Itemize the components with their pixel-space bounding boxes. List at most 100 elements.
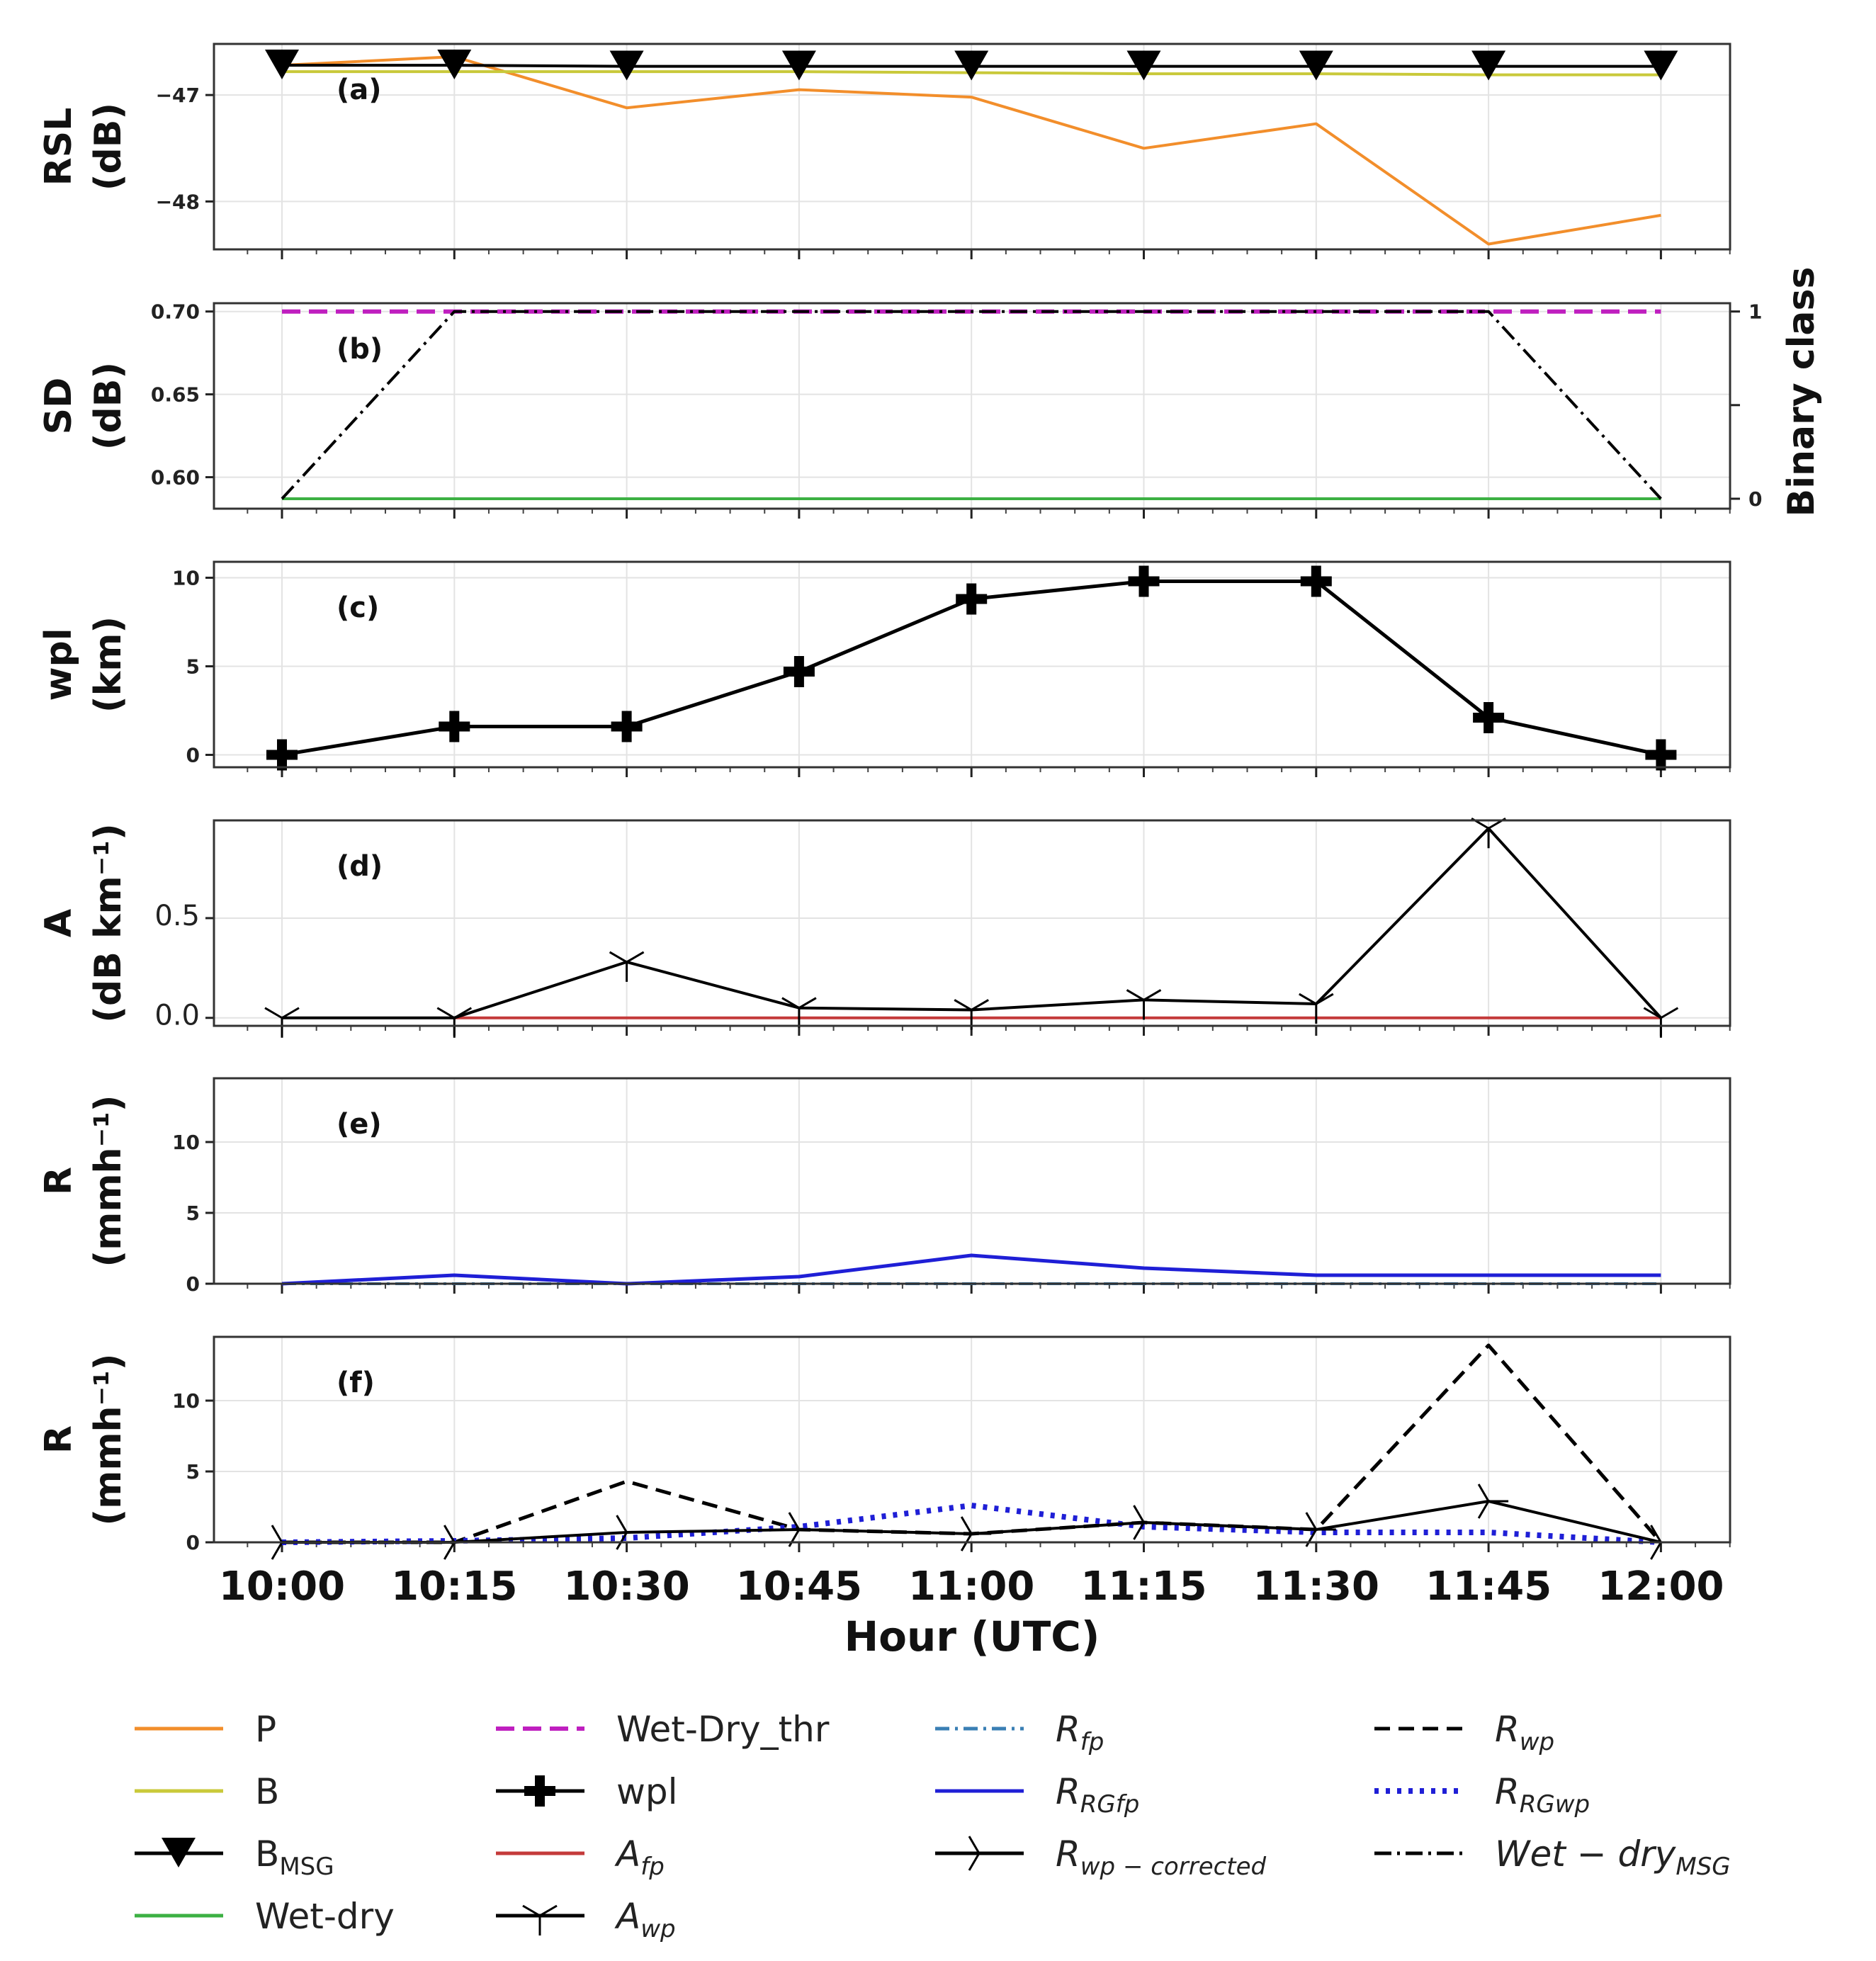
x-tick-label: 11:30 (1253, 1564, 1379, 1610)
y-axis-label: RSL (38, 108, 80, 186)
legend-label-R_wp_corrected: Rwp − corrected (1056, 1833, 1267, 1881)
y-tick-label: 0.5 (154, 900, 200, 932)
panel-e: 10 5 0 (e) R (mmh⁻¹) (38, 1077, 1731, 1296)
legend-label-Wet-dry: Wet-dry (255, 1896, 395, 1937)
x-tick-label: 12:00 (1598, 1564, 1724, 1610)
legend-label-B_MSG: BMSG (255, 1833, 334, 1881)
data-point-wpl (1473, 702, 1505, 733)
series-line-R_RGfp (281, 1253, 1661, 1286)
plot-frame (213, 560, 1731, 769)
y-axis-unit-label: (dB) (87, 362, 130, 450)
panel-label: (a) (337, 74, 382, 106)
data-point-B_MSG (954, 50, 989, 81)
y-axis-label: wpl (38, 628, 80, 701)
data-point-wpl (1645, 739, 1677, 771)
legend-label-R_RGwp: RRGwp (1495, 1771, 1590, 1819)
data-point-wpl (266, 739, 298, 771)
panel-label: (c) (337, 592, 379, 624)
y-axis-label: R (38, 1425, 80, 1454)
data-point-R_wp_corrected (1477, 1484, 1509, 1519)
data-point-A_wp (1126, 989, 1162, 1020)
x-tick-label: 11:15 (1080, 1564, 1207, 1610)
data-point-wpl (611, 711, 643, 742)
data-point-wpl (783, 656, 815, 687)
panel-label: (e) (337, 1108, 382, 1141)
plot-frame (213, 1335, 1731, 1544)
y-tick-label: 0 (186, 1531, 200, 1554)
y-tick-label: 5 (186, 1460, 200, 1484)
y-tick-label: 10 (172, 567, 200, 590)
panel-label: (d) (337, 850, 383, 883)
panel-c: 10 5 0 (c) wpl (km) (38, 560, 1731, 777)
y-tick-label: −48 (156, 190, 200, 213)
x-axis-label: Hour (UTC) (844, 1612, 1100, 1661)
data-point-A_wp (609, 951, 645, 982)
panel-d: 0.5 0.0 (d) A (dB km⁻¹) (38, 817, 1731, 1038)
series-line-P (281, 55, 1661, 246)
y-axis-unit-label: (dB) (87, 103, 130, 191)
panel-b: 0.70 0.65 0.60 1 0 Binary class (b) SD (dB) (38, 267, 1823, 519)
y-tick-label: 0 (186, 1272, 200, 1296)
plot-frame (213, 302, 1731, 510)
y-tick-label: 0.0 (154, 1000, 200, 1032)
legend-marker-wpl (524, 1775, 555, 1807)
data-point-wpl (439, 711, 470, 742)
panel-f: 10 5 0 (f) R (mmh⁻¹) (38, 1335, 1731, 1560)
x-tick-label: 10:45 (736, 1564, 862, 1610)
legend-label-A_wp: Awp (614, 1896, 676, 1943)
data-point-B_MSG (1299, 50, 1333, 81)
series-line-Wet-dry_MSG (281, 310, 1662, 500)
legend-marker-A_wp (522, 1904, 558, 1935)
y-tick-label: 5 (186, 1202, 200, 1225)
y-axis-unit-label: (km) (87, 616, 130, 713)
data-point-B_MSG (1471, 50, 1506, 81)
data-point-A_wp (436, 1007, 473, 1038)
x-tick-labels: 10:00 10:15 10:30 10:45 11:00 11:15 11:30 11:45… (219, 1564, 1724, 1610)
y-axis-unit-label: (mmh⁻¹) (87, 1095, 130, 1267)
legend-marker-B_MSG (162, 1838, 196, 1867)
data-point-R_wp_corrected (616, 1515, 647, 1550)
x-tick-label: 11:45 (1425, 1564, 1552, 1610)
x-tick-label: 10:00 (219, 1564, 345, 1610)
legend-label-Wet-dry_MSG: Wet − dryMSG (1495, 1833, 1731, 1881)
y-tick-label: 5 (186, 655, 200, 679)
legend-label-R_wp: Rwp (1495, 1709, 1554, 1756)
data-point-B_MSG (437, 50, 472, 80)
y-axis-unit-label: (mmh⁻¹) (87, 1353, 130, 1525)
panel-a: −47 −48 (a) RSL (dB) (38, 43, 1731, 259)
legend-label-R_fp: Rfp (1056, 1709, 1104, 1756)
y-right-tick-label: 0 (1748, 487, 1762, 511)
legend-label-R_RGfp: RRGfp (1056, 1771, 1139, 1819)
y-axis-label-right: Binary class (1780, 267, 1823, 517)
legend-label-A_fp: Afp (614, 1833, 665, 1881)
y-tick-label: 10 (172, 1389, 200, 1413)
plot-frame (213, 1077, 1731, 1285)
y-axis-unit-label: (dB km⁻¹) (87, 823, 130, 1022)
data-point-B_MSG (1126, 50, 1161, 81)
x-tick-label: 11:00 (908, 1564, 1034, 1610)
data-point-B_MSG (1644, 50, 1678, 81)
y-tick-label: 10 (172, 1131, 200, 1154)
data-point-B_MSG (609, 50, 644, 81)
x-tick-label: 10:15 (391, 1564, 517, 1610)
data-point-wpl (1300, 565, 1332, 597)
data-point-B_MSG (781, 50, 816, 81)
data-point-B_MSG (265, 50, 299, 80)
data-point-R_wp_corrected (1305, 1512, 1336, 1547)
y-tick-label: 0.60 (151, 466, 200, 490)
data-point-A_wp (264, 1007, 300, 1038)
plot-frame (213, 43, 1731, 251)
legend-label-B: B (255, 1771, 279, 1812)
y-tick-label: 0.65 (151, 383, 200, 407)
y-tick-label: 0 (186, 744, 200, 767)
y-axis-label: A (38, 909, 80, 937)
panel-label: (b) (337, 333, 383, 366)
data-point-wpl (1128, 565, 1160, 597)
legend-label-Wet-Dry_thr: Wet-Dry_thr (616, 1709, 830, 1750)
data-point-R_wp_corrected (788, 1512, 819, 1547)
y-tick-label: 0.70 (151, 300, 200, 324)
y-axis-label: R (38, 1167, 80, 1195)
data-point-wpl (956, 583, 988, 615)
